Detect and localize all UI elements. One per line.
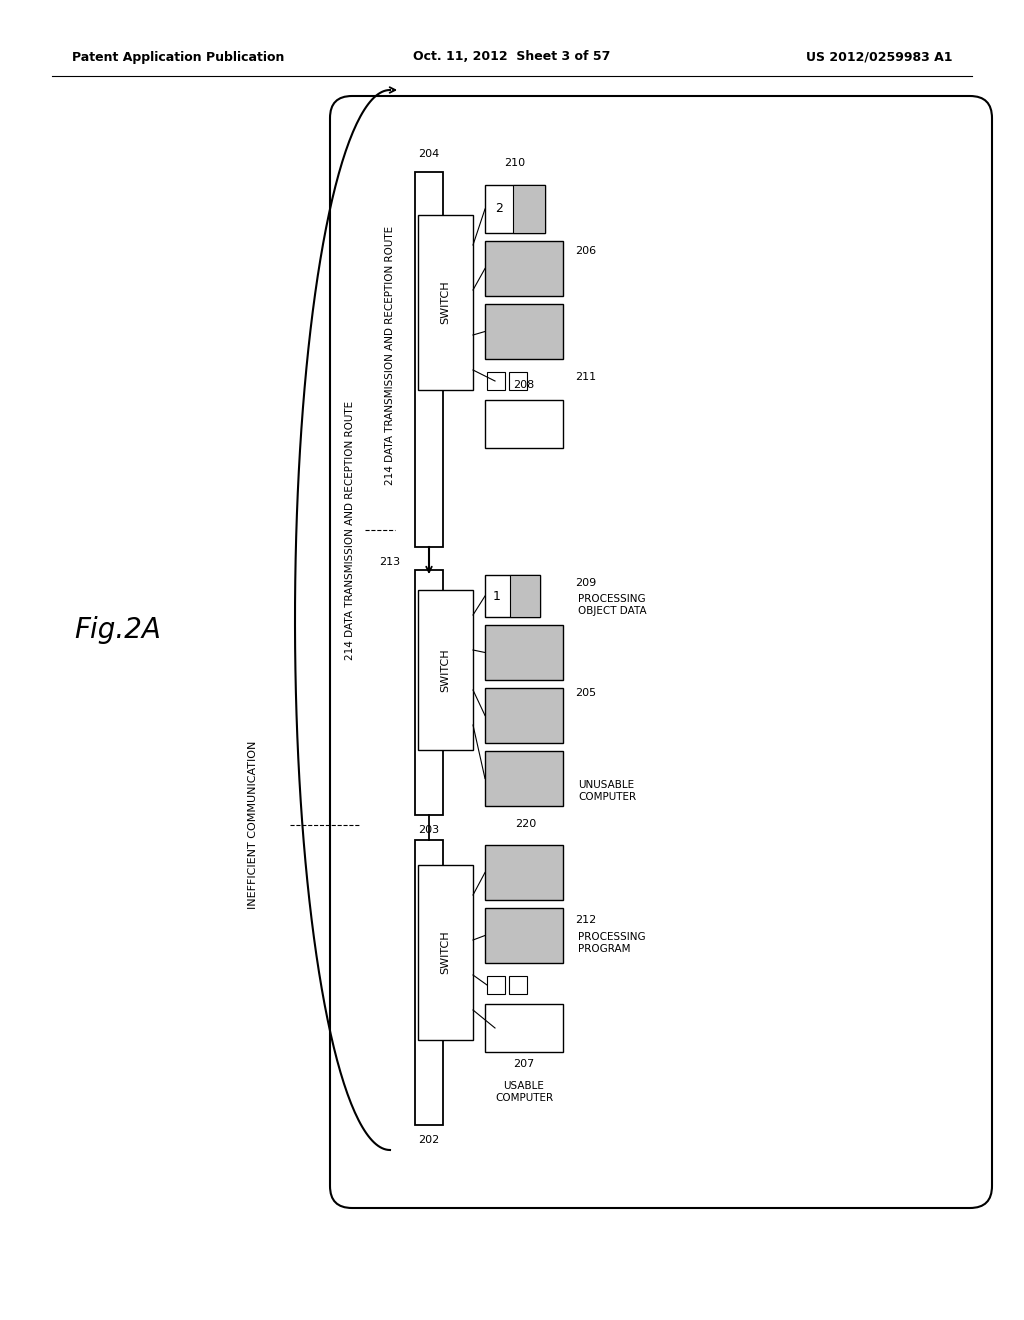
Bar (513, 185, 545, 234)
Text: UNUSABLE
COMPUTER: UNUSABLE COMPUTER (578, 780, 636, 801)
Bar (510, 576, 540, 616)
Text: US 2012/0259983 A1: US 2012/0259983 A1 (806, 50, 952, 63)
Text: SWITCH: SWITCH (440, 281, 451, 325)
Bar (485, 1005, 563, 1052)
Text: PROCESSING
OBJECT DATA: PROCESSING OBJECT DATA (578, 594, 646, 616)
Text: 204: 204 (419, 149, 439, 158)
Text: Patent Application Publication: Patent Application Publication (72, 50, 285, 63)
Text: Oct. 11, 2012  Sheet 3 of 57: Oct. 11, 2012 Sheet 3 of 57 (414, 50, 610, 63)
Bar (487, 372, 505, 389)
Bar (509, 975, 527, 994)
Text: 212: 212 (575, 915, 596, 925)
Text: SWITCH: SWITCH (440, 931, 451, 974)
Bar (485, 304, 563, 359)
Bar (485, 845, 563, 900)
Bar (418, 590, 473, 750)
Bar (485, 688, 563, 743)
Text: SWITCH: SWITCH (440, 648, 451, 692)
Bar (485, 624, 563, 680)
Bar (415, 840, 443, 1125)
Text: 1: 1 (494, 590, 501, 602)
Bar (487, 975, 505, 994)
Text: 2: 2 (495, 202, 503, 215)
Bar (485, 185, 545, 234)
FancyBboxPatch shape (330, 96, 992, 1208)
Text: 205: 205 (575, 688, 596, 698)
Bar (485, 576, 540, 616)
Text: 202: 202 (419, 1135, 439, 1144)
Bar (418, 215, 473, 389)
Text: 209: 209 (575, 578, 596, 587)
Bar (485, 908, 563, 964)
Bar (415, 172, 443, 546)
Text: 207: 207 (513, 1059, 535, 1069)
Text: 220: 220 (515, 818, 537, 829)
Text: USABLE
COMPUTER: USABLE COMPUTER (495, 1081, 553, 1102)
Bar (485, 751, 563, 807)
Bar (485, 242, 563, 296)
Text: 213: 213 (379, 557, 400, 568)
Text: 214 DATA TRANSMISSION AND RECEPTION ROUTE: 214 DATA TRANSMISSION AND RECEPTION ROUT… (345, 400, 355, 660)
Text: PROCESSING
PROGRAM: PROCESSING PROGRAM (578, 932, 645, 954)
Bar (485, 400, 563, 447)
Text: INEFFICIENT COMMUNICATION: INEFFICIENT COMMUNICATION (248, 741, 258, 909)
Bar (415, 570, 443, 814)
Text: 203: 203 (419, 825, 439, 836)
Bar (509, 372, 527, 389)
Bar (418, 865, 473, 1040)
Text: 208: 208 (513, 380, 535, 389)
Text: 211: 211 (575, 372, 596, 381)
Text: 210: 210 (505, 158, 525, 168)
Text: 206: 206 (575, 246, 596, 256)
Text: Fig.2A: Fig.2A (75, 616, 162, 644)
Text: 214 DATA TRANSMISSION AND RECEPTION ROUTE: 214 DATA TRANSMISSION AND RECEPTION ROUT… (385, 226, 395, 484)
